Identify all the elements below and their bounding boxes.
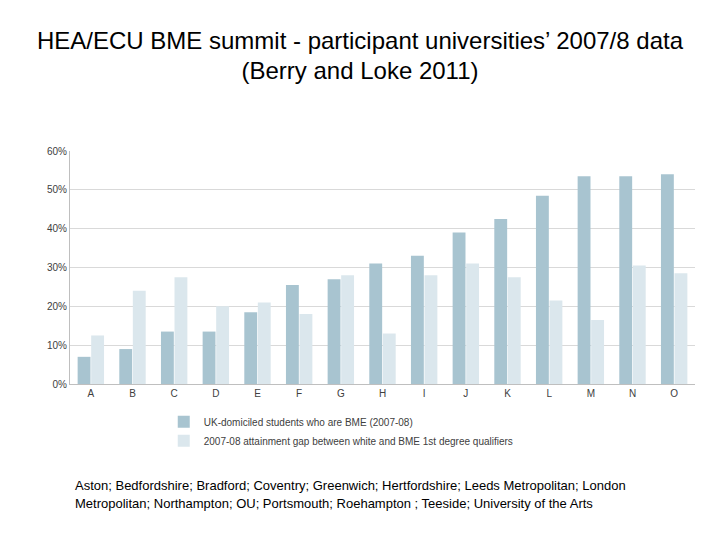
svg-text:0%: 0% bbox=[53, 379, 68, 390]
svg-text:F: F bbox=[296, 388, 302, 399]
svg-text:B: B bbox=[129, 388, 136, 399]
svg-text:N: N bbox=[629, 388, 636, 399]
svg-text:O: O bbox=[670, 388, 678, 399]
svg-text:D: D bbox=[212, 388, 219, 399]
svg-text:I: I bbox=[423, 388, 426, 399]
svg-text:J: J bbox=[463, 388, 468, 399]
svg-text:UK-domiciled students who are: UK-domiciled students who are BME (2007-… bbox=[204, 417, 413, 428]
svg-text:A: A bbox=[87, 388, 94, 399]
svg-text:30%: 30% bbox=[47, 262, 67, 273]
html-text:HEA/ECU BME summit - participa: HEA/ECU BME summit - participant univers… bbox=[37, 27, 683, 84]
svg-text:20%: 20% bbox=[47, 301, 67, 312]
svg-text:K: K bbox=[504, 388, 511, 399]
svg-text:10%: 10% bbox=[47, 340, 67, 351]
svg-text:E: E bbox=[254, 388, 261, 399]
svg-text:L: L bbox=[546, 388, 552, 399]
svg-text:H: H bbox=[379, 388, 386, 399]
svg-text:C: C bbox=[171, 388, 178, 399]
svg-text:40%: 40% bbox=[47, 223, 67, 234]
svg-text:50%: 50% bbox=[47, 184, 67, 195]
svg-text:M: M bbox=[587, 388, 595, 399]
svg-text:60%: 60% bbox=[47, 146, 67, 157]
svg-text:2007-08 attainment gap between: 2007-08 attainment gap between white and… bbox=[204, 436, 513, 447]
html-text:Aston; Bedfordshire; Bradford;: Aston; Bedfordshire; Bradford; Coventry;… bbox=[75, 478, 626, 511]
svg-text:G: G bbox=[337, 388, 345, 399]
